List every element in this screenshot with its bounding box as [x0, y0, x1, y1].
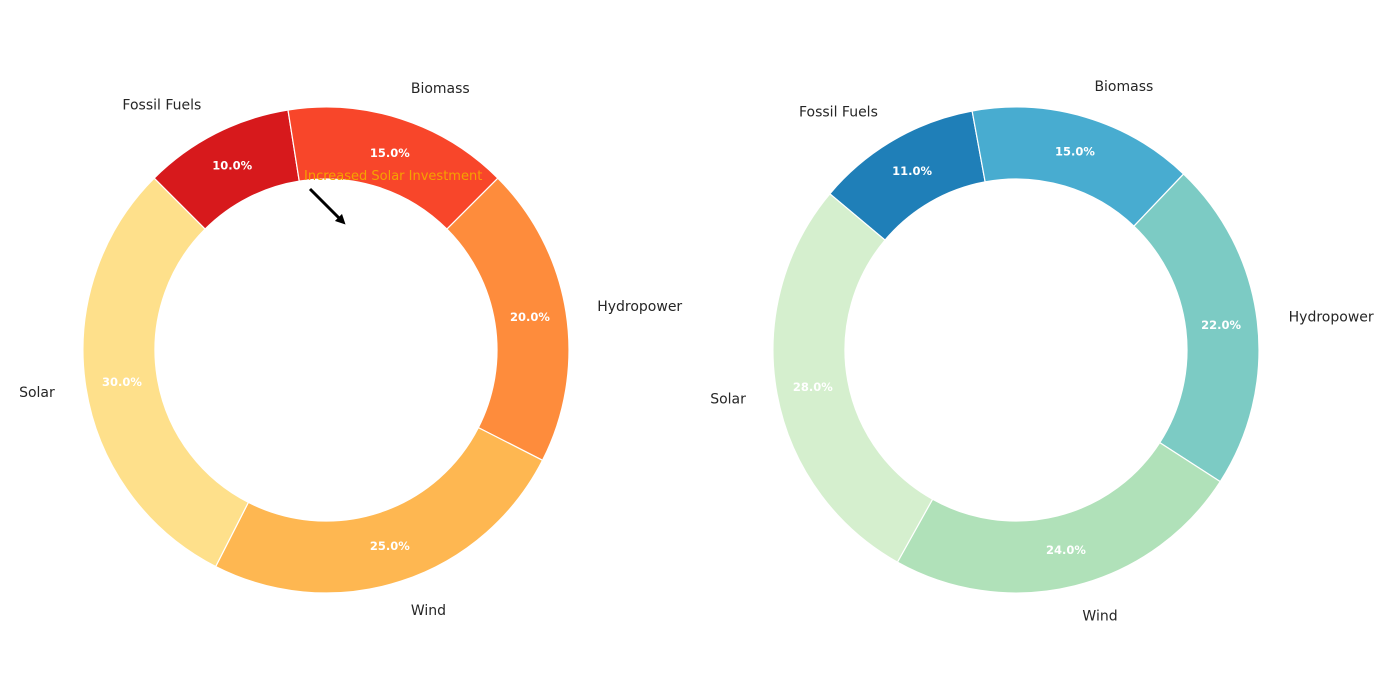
wedge-wind — [897, 443, 1220, 593]
wedge-solar — [83, 178, 248, 566]
energy-mix-donut-right: 11.0% Fossil Fuels 15.0% Biomass 22.0% Hydrop… — [710, 79, 1374, 625]
energy-mix-donut-left: 10.0% Fossil Fuels 15.0% Biomass 20.0% Hydrop… — [19, 81, 682, 619]
percent-label-hydropower: 20.0% — [510, 310, 550, 324]
percent-label-hydropower: 22.0% — [1201, 318, 1241, 332]
wedge-hydropower — [447, 178, 569, 460]
percent-label-fossil-fuels: 10.0% — [212, 158, 252, 172]
category-label-fossil-fuels: Fossil Fuels — [799, 105, 878, 121]
percent-label-fossil-fuels: 11.0% — [892, 164, 932, 178]
category-label-solar: Solar — [19, 385, 55, 401]
category-label-wind: Wind — [1082, 608, 1117, 624]
category-label-fossil-fuels: Fossil Fuels — [122, 97, 201, 113]
percent-label-solar: 28.0% — [793, 380, 833, 394]
category-label-hydropower: Hydropower — [597, 299, 682, 315]
percent-label-wind: 24.0% — [1046, 543, 1086, 557]
category-label-biomass: Biomass — [411, 81, 470, 97]
wedge-wind — [216, 428, 543, 593]
percent-label-wind: 25.0% — [370, 539, 410, 553]
percent-label-biomass: 15.0% — [1055, 145, 1095, 159]
annotation-text: Increased Solar Investment — [304, 169, 482, 184]
annotation-arrow — [310, 189, 342, 221]
category-label-biomass: Biomass — [1094, 79, 1153, 95]
wedge-solar — [773, 194, 933, 562]
category-label-hydropower: Hydropower — [1289, 309, 1374, 325]
category-label-wind: Wind — [411, 603, 446, 619]
percent-label-biomass: 15.0% — [370, 146, 410, 160]
category-label-solar: Solar — [710, 392, 746, 408]
percent-label-solar: 30.0% — [102, 375, 142, 389]
